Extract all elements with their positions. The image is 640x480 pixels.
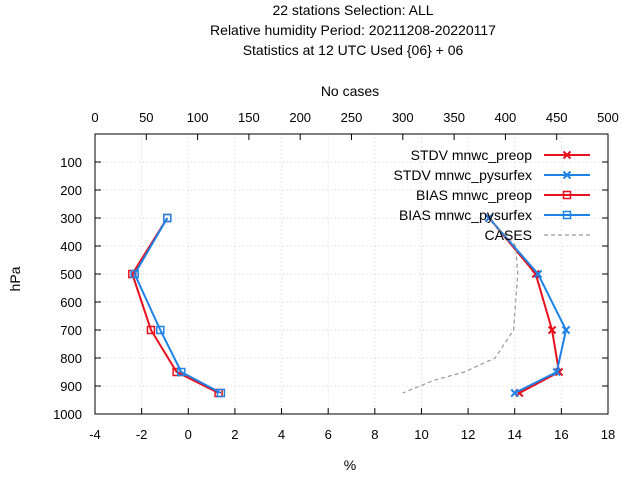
x2-tick-label: 50 [139, 110, 153, 125]
x-tick-label: 4 [278, 427, 285, 442]
series-3 [130, 213, 226, 398]
data-point-x-stroke [554, 367, 564, 377]
data-point-square [163, 213, 172, 223]
data-point-x [510, 388, 519, 398]
x-tick-label: -4 [89, 427, 101, 442]
x2-tick-label: 250 [341, 110, 363, 125]
data-point-x [547, 325, 557, 335]
axes: -4 -2 0 2 4 6 8 10 12 14 16 18 0 50 100 150 200 250 300 350… [53, 110, 619, 442]
legend-label: STDV mnwc_preop [411, 147, 533, 163]
series-line [488, 217, 568, 394]
x-tick-label: 6 [325, 427, 332, 442]
x-tick-label: 16 [554, 427, 568, 442]
legend-label: STDV mnwc_pysurfex [394, 167, 532, 183]
data-point-x [562, 170, 572, 180]
data-point-square [172, 367, 181, 377]
data-point-square [146, 325, 156, 335]
y-tick-label: 500 [60, 267, 82, 282]
x-tick-label: 10 [414, 427, 428, 442]
x2-tick-label: 0 [91, 110, 98, 125]
x-tick-label: 12 [461, 427, 475, 442]
x2-tick-label: 400 [495, 110, 517, 125]
series-2 [128, 213, 223, 398]
series-line [133, 217, 222, 394]
data-point-x [561, 325, 571, 335]
x2-tick-label: 350 [443, 110, 465, 125]
legend-label: BIAS mnwc_pysurfex [399, 207, 532, 223]
data-point-x-stroke [531, 269, 540, 279]
data-point-square [177, 367, 186, 377]
x2-tick-label: 300 [392, 110, 414, 125]
x-tick-label: 18 [601, 427, 615, 442]
x2-tick-label: 450 [546, 110, 568, 125]
x2-tick-label: 500 [597, 110, 619, 125]
series-4 [402, 217, 519, 394]
data-point-x-stroke [547, 325, 557, 335]
legend-item-3: BIAS mnwc_pysurfex [399, 207, 590, 223]
legend: STDV mnwc_preop STDV mnwc_pysurfex BIAS mn… [394, 147, 590, 243]
y-tick-label: 100 [60, 155, 82, 170]
data-point-x-stroke [561, 325, 571, 335]
data-point-x-stroke [562, 150, 572, 160]
legend-item-4: CASES [485, 227, 590, 243]
legend-label: CASES [485, 227, 532, 243]
x2-tick-label: 100 [187, 110, 209, 125]
title-line-2: Relative humidity Period: 20211208-20220… [210, 22, 496, 38]
data-point-x-stroke [484, 213, 494, 223]
y-tick-label: 900 [60, 379, 82, 394]
plot-series [128, 213, 571, 398]
x-axis-label: % [344, 457, 356, 473]
series-line [402, 217, 519, 394]
title-line-1: 22 stations Selection: ALL [272, 2, 433, 18]
data-point-x-stroke [562, 170, 572, 180]
y-tick-label: 400 [60, 239, 82, 254]
chart-title: 22 stations Selection: ALL Relative humi… [210, 2, 496, 58]
title-line-3: Statistics at 12 UTC Used {06} + 06 [243, 42, 464, 58]
data-point-x [531, 269, 540, 279]
data-point-square [562, 210, 572, 220]
y-tick-label: 600 [60, 295, 82, 310]
legend-item-2: BIAS mnwc_preop [416, 187, 590, 203]
x-tick-label: 0 [185, 427, 192, 442]
grid [95, 134, 608, 414]
y-axis-label: hPa [7, 266, 23, 291]
series-1 [484, 213, 571, 398]
series-line [131, 217, 220, 394]
data-point-square [130, 269, 139, 279]
data-point-square [216, 388, 226, 398]
x-tick-label: 14 [507, 427, 521, 442]
y-tick-label: 800 [60, 351, 82, 366]
x2-tick-label: 150 [238, 110, 260, 125]
y-tick-label: 700 [60, 323, 82, 338]
x-tick-label: -2 [136, 427, 148, 442]
legend-label: BIAS mnwc_preop [416, 187, 532, 203]
legend-item-0: STDV mnwc_preop [411, 147, 590, 163]
data-point-x [533, 269, 543, 279]
data-point-square [156, 325, 165, 335]
top-axis-label: No cases [321, 83, 379, 99]
data-point-x-stroke [552, 367, 561, 377]
series-line [488, 217, 561, 394]
x-tick-label: 8 [371, 427, 378, 442]
data-point-x-stroke [533, 269, 543, 279]
y-tick-label: 200 [60, 183, 82, 198]
legend-item-1: STDV mnwc_pysurfex [394, 167, 590, 183]
y-tick-label: 1000 [53, 407, 82, 422]
data-point-square [562, 190, 572, 200]
x2-tick-label: 200 [289, 110, 311, 125]
data-point-x-stroke [510, 388, 519, 398]
x-tick-label: 2 [231, 427, 238, 442]
data-point-x [552, 367, 561, 377]
data-point-x [562, 150, 572, 160]
y-tick-label: 300 [60, 211, 82, 226]
